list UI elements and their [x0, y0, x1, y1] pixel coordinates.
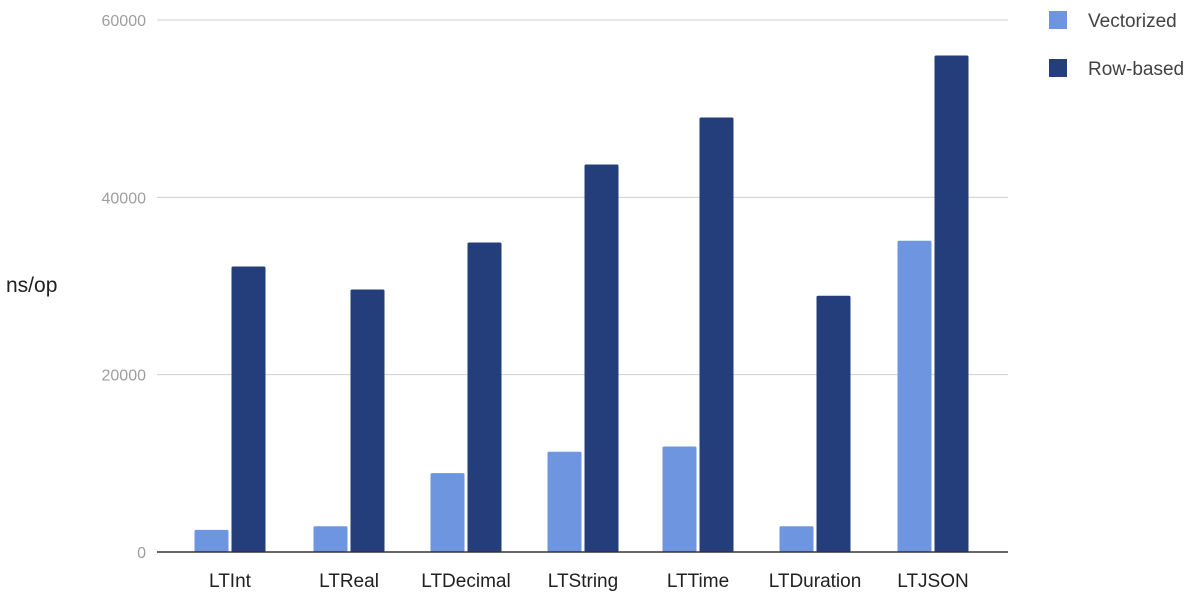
legend: Vectorized Row-based [1049, 11, 1184, 80]
x-tick-label: LTReal [319, 571, 379, 592]
legend-swatch-vectorized [1049, 11, 1067, 29]
x-tick-label: LTDuration [769, 571, 862, 592]
bar-row-based-ltjson [934, 55, 969, 552]
bar-row-based-ltstring [584, 164, 619, 552]
bar-row-based-ltduration [816, 295, 851, 552]
bar-row-based-lttime [699, 117, 734, 553]
bars [194, 55, 969, 553]
x-tick-label: LTJSON [897, 571, 968, 592]
x-tick-label: LTString [548, 571, 618, 592]
x-tick-label: LTTime [667, 571, 729, 592]
x-tick-label: LTDecimal [421, 571, 510, 592]
legend-swatch-row-based [1049, 59, 1067, 77]
y-axis-label: ns/op [6, 274, 57, 297]
y-tick-label: 0 [137, 545, 146, 562]
legend-label-vectorized: Vectorized [1088, 11, 1177, 32]
bar-vectorized-ltdecimal [430, 473, 465, 552]
bar-vectorized-ltint [194, 529, 229, 552]
bar-vectorized-ltjson [897, 240, 932, 552]
bar-vectorized-ltstring [547, 451, 582, 552]
bar-row-based-ltint [231, 266, 266, 552]
y-tick-label: 40000 [102, 190, 147, 207]
bar-vectorized-ltreal [313, 526, 348, 552]
bar-vectorized-ltduration [779, 526, 814, 552]
gridlines [157, 19, 1008, 376]
bar-vectorized-lttime [662, 446, 697, 552]
legend-label-row-based: Row-based [1088, 59, 1184, 80]
y-tick-label: 20000 [102, 368, 147, 385]
y-tick-label: 60000 [102, 13, 147, 30]
y-axis-ticks: 0 20000 40000 60000 [102, 13, 147, 562]
bar-row-based-ltreal [350, 289, 385, 552]
x-axis-ticks: LTInt LTReal LTDecimal LTString LTTime LTDura… [209, 571, 969, 592]
x-tick-label: LTInt [209, 571, 252, 592]
bar-row-based-ltdecimal [467, 242, 502, 552]
